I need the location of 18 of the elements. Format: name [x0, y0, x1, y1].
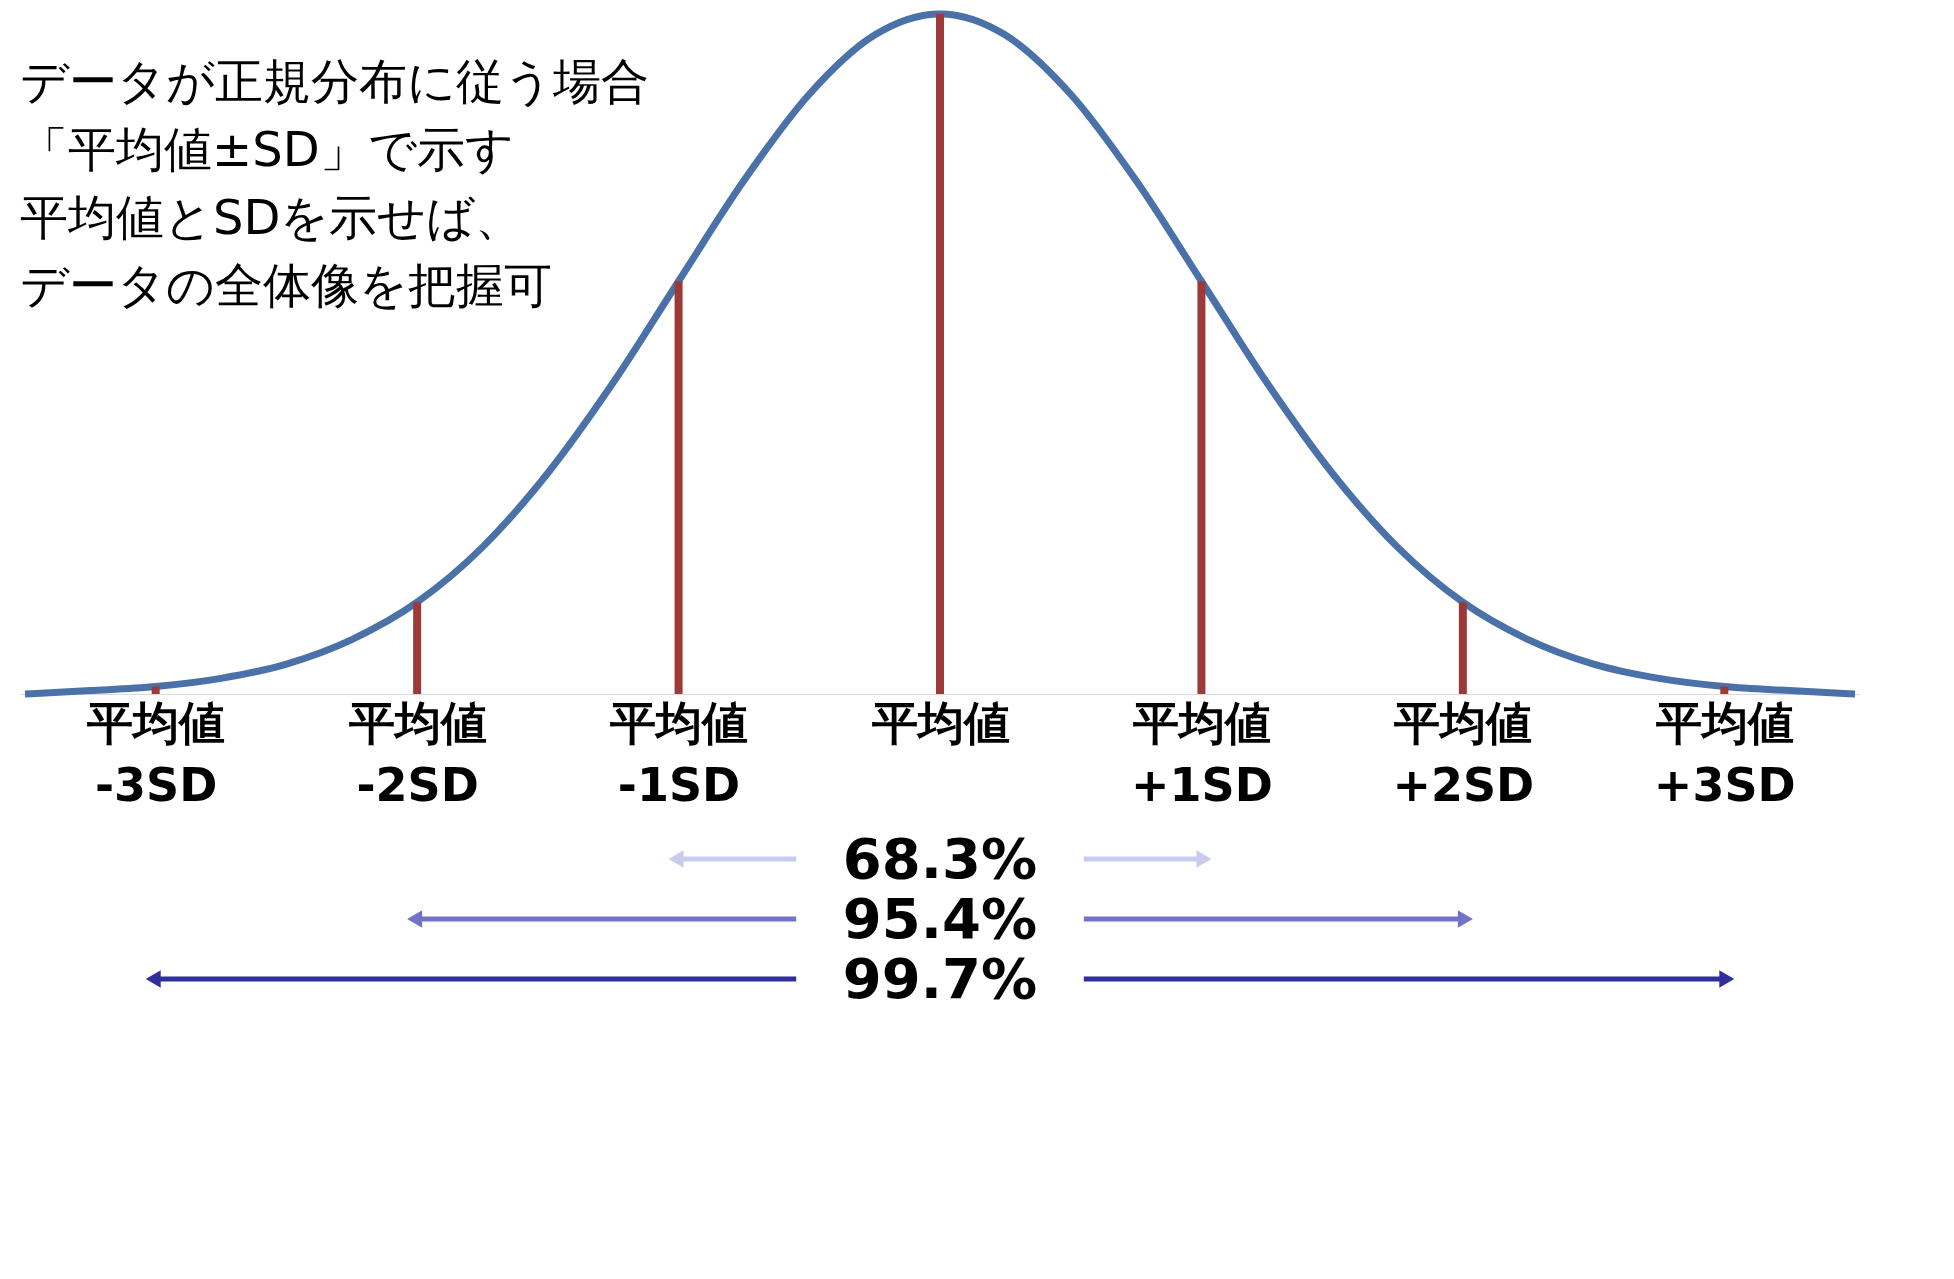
- bar: [1197, 281, 1206, 694]
- annotation: データが正規分布に従う場合: [20, 53, 649, 109]
- x-tick-label: 平均値 +3SD: [1653, 695, 1796, 812]
- annotation: 「平均値±SD」で示す: [20, 121, 514, 177]
- bar: [674, 281, 683, 694]
- bar: [1720, 686, 1729, 694]
- x-tick-label: 平均値 -3SD: [87, 695, 226, 812]
- annotation: 平均値とSDを示せば、: [20, 189, 524, 245]
- x-tick-label: 平均値 -2SD: [348, 695, 487, 812]
- bar: [1458, 602, 1467, 694]
- bar: [936, 14, 944, 694]
- bar: [151, 686, 160, 694]
- x-tick-label: 平均値 -1SD: [610, 695, 749, 812]
- x-tick-label: 平均値 +2SD: [1392, 695, 1535, 812]
- x-tick-label: 平均値 +1SD: [1130, 695, 1273, 812]
- bar: [413, 602, 422, 694]
- x-tick-label: 平均値: [871, 695, 1010, 750]
- annotation: データの全体像を把握可: [20, 257, 552, 313]
